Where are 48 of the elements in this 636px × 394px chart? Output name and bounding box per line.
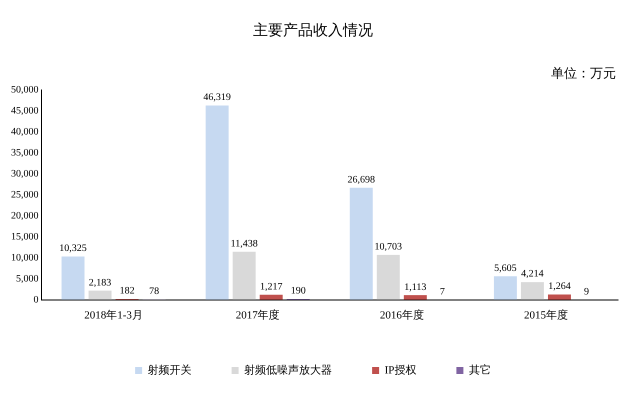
data-label: 1,264 (548, 281, 571, 292)
data-label: 26,698 (348, 174, 376, 186)
x-tick-label: 2016年度 (380, 308, 424, 322)
y-tick-label: 20,000 (11, 210, 38, 222)
y-tick-label: 30,000 (11, 168, 38, 180)
x-tick-label: 2017年度 (236, 308, 280, 322)
bar (232, 252, 256, 300)
y-tick-label: 0 (34, 294, 38, 306)
bar (520, 282, 544, 300)
y-tick-label: 40,000 (11, 126, 38, 138)
y-tick-label: 25,000 (11, 190, 38, 201)
legend-label: 射频低噪声放大器 (244, 363, 332, 376)
x-tick-label: 2015年度 (524, 308, 568, 322)
bar (206, 105, 229, 300)
data-label: 1,217 (260, 281, 282, 292)
data-label: 190 (290, 286, 306, 297)
data-label: 46,319 (203, 92, 231, 104)
bar (376, 254, 400, 300)
data-label: 182 (120, 286, 135, 297)
data-label: 2,183 (88, 277, 112, 288)
bar (88, 290, 112, 300)
data-label: 1,113 (404, 282, 426, 293)
data-label: 78 (149, 286, 160, 298)
text: 单位：万元 (551, 65, 616, 80)
data-label: 10,703 (374, 242, 402, 253)
bar (548, 294, 571, 300)
legend-label: IP授权 (384, 364, 416, 376)
y-tick-label: 5,000 (16, 273, 38, 284)
y-tick-label: 15,000 (11, 231, 38, 242)
data-label: 10,325 (59, 243, 87, 254)
data-label: 5,605 (494, 262, 517, 274)
data-label: 4,214 (521, 268, 544, 280)
bar (62, 256, 85, 300)
data-label: 11,438 (230, 238, 258, 250)
y-tick-label: 10,000 (11, 252, 38, 264)
bar (404, 295, 427, 300)
bar (494, 276, 517, 300)
legend-label: 其它 (468, 363, 491, 376)
legend-label: 射频开关 (148, 363, 192, 376)
chart-title: 主要产品收入情况 (253, 22, 373, 39)
data-label: 9 (584, 286, 589, 298)
y-tick-label: 45,000 (11, 106, 38, 117)
y-tick-label: 50,000 (11, 84, 38, 96)
y-tick-label: 35,000 (11, 148, 38, 159)
data-label: 7 (440, 286, 445, 298)
x-tick-label: 2018年1-3月 (84, 309, 143, 322)
bar (260, 294, 283, 300)
bar (350, 188, 373, 300)
